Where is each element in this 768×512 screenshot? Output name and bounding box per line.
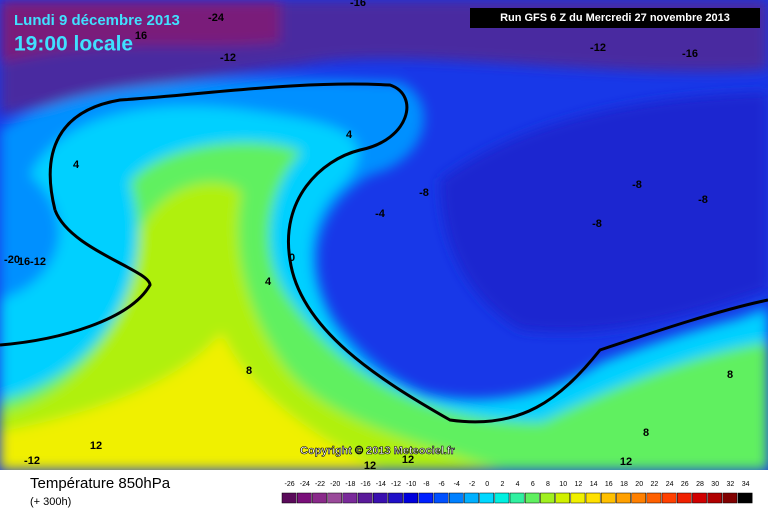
colorbar-swatch — [661, 492, 677, 504]
colorbar-tick-label: 8 — [546, 481, 550, 488]
contour-label: 4 — [73, 159, 80, 171]
colorbar-tick-label: -20 — [330, 481, 340, 488]
colorbar-tick-label: 6 — [531, 481, 535, 488]
contour-label: -16 — [682, 48, 698, 60]
colorbar-tick-label: 32 — [727, 481, 735, 488]
colorbar-tick-label: -10 — [406, 481, 416, 488]
colorbar-tick-label: -16 — [361, 481, 371, 488]
colorbar-swatch — [524, 492, 540, 504]
contour-label: -8 — [698, 194, 708, 206]
colorbar-tick-label: -24 — [300, 481, 310, 488]
colorbar-tick-label: -2 — [469, 481, 475, 488]
colorbar-swatch — [464, 492, 479, 504]
colorbar-tick-label: 12 — [575, 481, 583, 488]
contour-label: 12 — [90, 440, 102, 452]
colorbar-tick-label: 24 — [666, 481, 674, 488]
contour-label: -12 — [24, 455, 40, 467]
colorbar-tick-label: -18 — [345, 481, 355, 488]
colorbar-tick-label: 34 — [742, 481, 750, 488]
contour-label: 8 — [643, 427, 649, 439]
contour-label: 0 — [289, 252, 295, 264]
contour-label: 4 — [265, 276, 272, 288]
colorbar-swatch — [403, 492, 419, 504]
colorbar-swatch — [296, 492, 312, 504]
colorbar-swatch — [737, 492, 753, 504]
contour-label: 12 — [364, 460, 376, 472]
colorbar-tick-label: 2 — [500, 481, 504, 488]
colorbar-tick-label: 16 — [605, 481, 613, 488]
colorbar-tick-label: 30 — [711, 481, 719, 488]
colorbar-swatch — [646, 492, 662, 504]
contour-label: 16 — [135, 30, 147, 42]
colorbar-tick-label: 28 — [696, 481, 704, 488]
colorbar-tick-label: 20 — [635, 481, 643, 488]
date: Lundi 9 décembre 2013 — [14, 12, 180, 29]
contour-label: -8 — [632, 179, 642, 191]
legend-subtitle: (+ 300h) — [30, 496, 71, 508]
contour-label: -24 — [208, 12, 225, 24]
colorbar-swatch — [676, 492, 692, 504]
legend-title: Température 850hPa — [30, 475, 171, 492]
colorbar-tick-label: -6 — [438, 481, 444, 488]
contour-label: 12 — [402, 454, 414, 466]
colorbar-swatch — [585, 492, 601, 504]
colorbar-tick-label: 10 — [559, 481, 567, 488]
contour-label: 16 — [18, 256, 30, 268]
copyright: Copyright © 2013 Meteociel.fr — [300, 445, 456, 457]
contour-label: -4 — [375, 208, 386, 220]
colorbar-swatch — [600, 492, 616, 504]
temperature-field — [0, 0, 768, 471]
colorbar-swatch — [388, 492, 403, 504]
contour-label: 8 — [246, 365, 252, 377]
colorbar-tick-label: 22 — [651, 481, 659, 488]
colorbar-swatch — [570, 492, 586, 504]
colorbar: -26 -24 -22 -20 -18 -16 -14 -12 -10 -8 -6 -4 -2 0 2 4 6 8… — [281, 481, 753, 504]
contour-label: -12 — [220, 52, 236, 64]
colorbar-swatch — [433, 492, 449, 504]
colorbar-tick-label: -22 — [315, 481, 325, 488]
colorbar-tick-label: 14 — [590, 481, 598, 488]
colorbar-swatch — [616, 492, 631, 504]
contour-label: 12 — [620, 456, 632, 468]
run-info: Run GFS 6 Z du Mercredi 27 novembre 2013 — [500, 12, 730, 24]
colorbar-tick-label: -26 — [285, 481, 295, 488]
colorbar-swatch — [540, 492, 555, 504]
colorbar-swatch — [707, 492, 723, 504]
colorbar-swatch — [631, 492, 647, 504]
contour-label: -12 — [30, 256, 46, 268]
colorbar-swatch — [494, 492, 510, 504]
colorbar-swatch — [418, 492, 434, 504]
contour-label: 8 — [727, 369, 733, 381]
colorbar-tick-label: -8 — [423, 481, 429, 488]
colorbar-tick-label: 26 — [681, 481, 689, 488]
colorbar-swatch — [372, 492, 388, 504]
colorbar-tick-label: -4 — [454, 481, 460, 488]
contour-label: -8 — [419, 187, 429, 199]
colorbar-swatch — [692, 492, 707, 504]
colorbar-swatch — [281, 492, 297, 504]
colorbar-swatch — [509, 492, 525, 504]
colorbar-tick-label: 18 — [620, 481, 628, 488]
time: 19:00 locale — [14, 33, 133, 56]
colorbar-swatch — [327, 492, 343, 504]
contour-label: -12 — [590, 42, 606, 54]
colorbar-tick-label: -14 — [376, 481, 386, 488]
contour-label: 4 — [346, 129, 353, 141]
colorbar-swatch — [479, 492, 495, 504]
colorbar-tick-label: 4 — [516, 481, 520, 488]
colorbar-swatch — [357, 492, 373, 504]
colorbar-tick-label: 0 — [485, 481, 489, 488]
colorbar-swatch — [342, 492, 358, 504]
colorbar-tick-label: -12 — [391, 481, 401, 488]
colorbar-swatch — [448, 492, 464, 504]
contour-label: -16 — [350, 0, 366, 9]
colorbar-swatch — [555, 492, 571, 504]
contour-label: -8 — [592, 218, 602, 230]
contour-label: -20 — [4, 254, 20, 266]
colorbar-swatch — [312, 492, 327, 504]
colorbar-swatch — [722, 492, 738, 504]
